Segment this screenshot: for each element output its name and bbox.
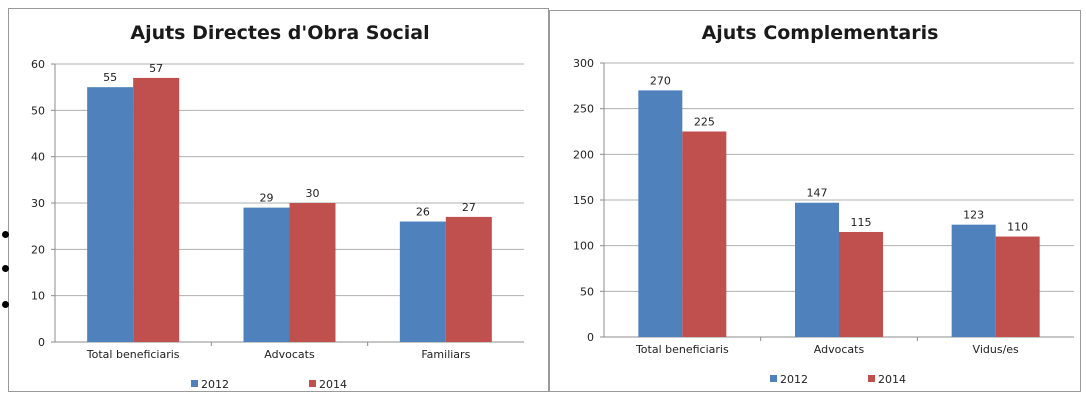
y-tick-label: 150 [573, 194, 594, 207]
category-label: Total beneficiaris [86, 348, 180, 361]
legend-label: 2014 [319, 378, 347, 391]
bar [243, 207, 290, 342]
bar [87, 87, 134, 343]
legend-label: 2012 [780, 373, 808, 386]
bar [682, 131, 727, 337]
chart-panel-complementaris: Ajuts Complementaris 0 50 100 150 200 250 300 27… [549, 10, 1081, 392]
data-label: 115 [851, 216, 872, 229]
bar [638, 90, 683, 338]
category-label: Total beneficiaris [635, 343, 729, 356]
bar [399, 221, 446, 342]
data-label: 30 [306, 187, 320, 200]
y-tick-label: 200 [573, 148, 594, 161]
data-label: 123 [963, 209, 984, 222]
bar [951, 224, 996, 337]
data-label: 55 [103, 71, 117, 84]
y-tick-label: 40 [31, 151, 45, 164]
y-tick-label: 250 [573, 103, 594, 116]
bar [133, 77, 180, 343]
data-label: 147 [807, 187, 828, 200]
chart-title: Ajuts Complementaris [702, 22, 939, 44]
data-label: 270 [650, 74, 671, 87]
y-tick-label: 50 [580, 285, 594, 298]
legend-label: 2012 [201, 378, 229, 391]
legend-swatch [191, 380, 198, 387]
y-tick-label: 30 [31, 197, 45, 210]
data-label: 29 [260, 192, 274, 205]
y-tick-label: 60 [31, 58, 45, 71]
chart-panel-obra-social: Ajuts Directes d'Obra Social 0 10 20 30 40 50 6… [8, 8, 549, 392]
bullet-dot [2, 301, 9, 308]
data-label: 27 [462, 201, 476, 214]
legend-swatch [309, 380, 316, 387]
bar-chart-obra-social: Ajuts Directes d'Obra Social 0 10 20 30 40 50 6… [31, 22, 524, 391]
y-tick-label: 300 [573, 57, 594, 70]
data-label: 110 [1007, 221, 1028, 234]
y-tick-label: 20 [31, 243, 45, 256]
y-tick-label: 0 [38, 336, 45, 349]
legend-swatch [868, 375, 875, 382]
y-tick-label: 50 [31, 104, 45, 117]
data-label: 26 [416, 206, 430, 219]
bar [995, 236, 1040, 337]
data-label: 57 [149, 62, 163, 75]
legend-label: 2014 [878, 373, 906, 386]
y-tick-label: 0 [587, 331, 594, 344]
chart-title: Ajuts Directes d'Obra Social [130, 22, 429, 44]
category-label: Advocats [264, 348, 315, 361]
bar [795, 202, 839, 337]
category-label: Familiars [421, 348, 470, 361]
bullet-dot [2, 231, 9, 238]
category-label: Advocats [814, 343, 865, 356]
category-label: Vidus/es [973, 343, 1019, 356]
bar [445, 216, 492, 342]
legend-swatch [770, 375, 777, 382]
bullet-dot [2, 265, 9, 272]
data-label: 225 [694, 116, 715, 129]
bar [289, 203, 336, 342]
bar [839, 231, 883, 337]
y-tick-label: 10 [31, 290, 45, 303]
bar-chart-complementaris: Ajuts Complementaris 0 50 100 150 200 250 300 27… [573, 22, 1074, 386]
y-tick-label: 100 [573, 240, 594, 253]
